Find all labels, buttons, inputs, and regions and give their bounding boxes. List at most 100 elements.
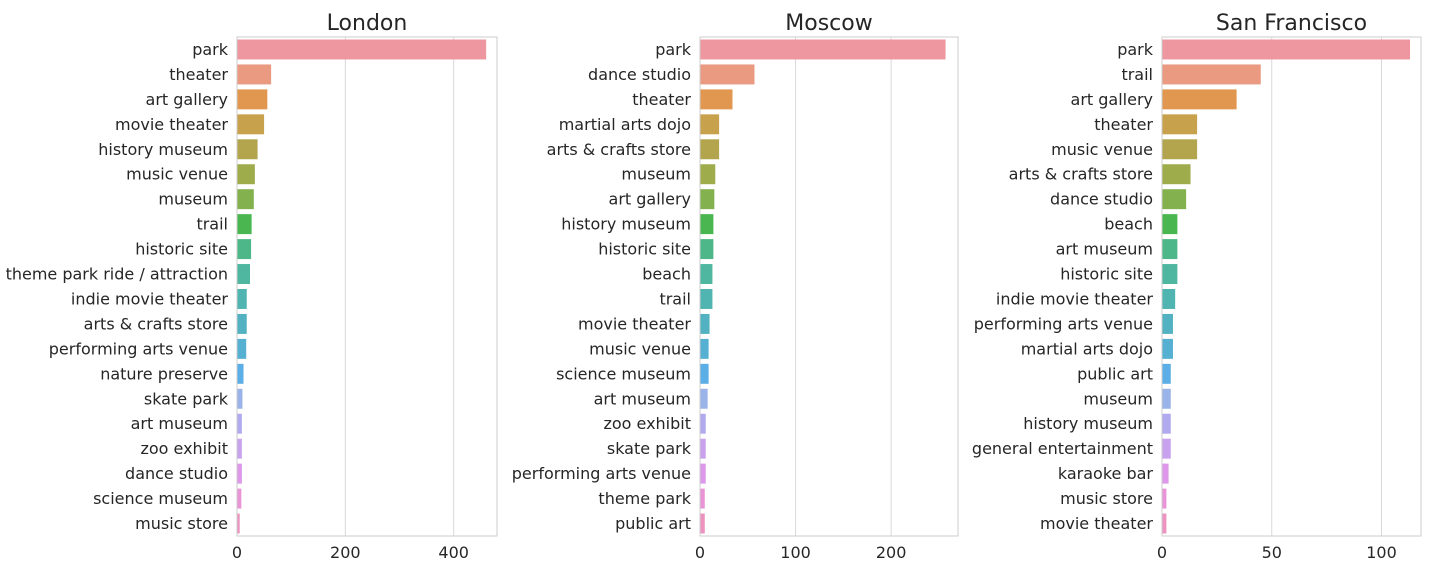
bar [237, 189, 254, 210]
category-label: museum [621, 165, 691, 184]
bar [1162, 288, 1176, 309]
bar [237, 413, 242, 434]
bar [700, 313, 710, 334]
category-label: trail [1121, 65, 1153, 84]
bar [700, 39, 946, 60]
category-label: indie movie theater [71, 289, 229, 308]
bar [700, 239, 714, 260]
category-label: history museum [98, 140, 228, 159]
bar [700, 363, 709, 384]
bar [1162, 388, 1171, 409]
bar [237, 463, 242, 484]
category-label: arts & crafts store [1009, 165, 1153, 184]
category-label: movie theater [578, 314, 691, 333]
category-label: trail [196, 215, 228, 234]
category-label: music store [1060, 489, 1153, 508]
category-label: skate park [607, 439, 692, 458]
bar [700, 189, 715, 210]
bar [1162, 89, 1237, 110]
category-label: history museum [1023, 414, 1153, 433]
category-label: music venue [589, 339, 691, 358]
bar [237, 89, 268, 110]
bar [700, 64, 755, 85]
category-label: music venue [1051, 140, 1153, 159]
bar [1162, 264, 1178, 285]
bar [700, 214, 714, 235]
bar [700, 413, 706, 434]
category-label: music venue [126, 165, 228, 184]
category-label: karaoke bar [1058, 464, 1154, 483]
category-label: zoo exhibit [603, 414, 691, 433]
x-tick-label: 100 [780, 543, 811, 562]
chart-title: London [327, 11, 408, 36]
x-tick-label: 200 [876, 543, 907, 562]
x-tick-label: 100 [1366, 543, 1397, 562]
category-label: music store [135, 514, 228, 533]
category-label: zoo exhibit [140, 439, 228, 458]
x-tick-label: 0 [1157, 543, 1167, 562]
chart-panel-0: park theater art gallery movie theater histo… [6, 11, 498, 562]
category-label: nature preserve [100, 364, 228, 383]
category-label: art gallery [146, 90, 228, 109]
bar [1162, 64, 1261, 85]
category-label: movie theater [115, 115, 228, 134]
category-label: theme park ride / attraction [6, 265, 228, 284]
bar [237, 214, 252, 235]
bar [1162, 164, 1191, 185]
bar [1162, 114, 1198, 135]
bar [1162, 463, 1169, 484]
bar [700, 338, 709, 359]
bar [1162, 488, 1167, 509]
category-label: museum [158, 190, 228, 209]
bar [1162, 338, 1173, 359]
category-label: public art [1077, 364, 1153, 383]
bar [237, 488, 242, 509]
bar [1162, 214, 1178, 235]
x-tick-label: 50 [1262, 543, 1282, 562]
bar [237, 114, 265, 135]
bar [1162, 438, 1171, 459]
category-label: trail [659, 289, 691, 308]
category-label: park [192, 40, 229, 59]
category-label: arts & crafts store [84, 314, 228, 333]
bar [700, 288, 713, 309]
bar [700, 488, 705, 509]
category-label: theater [169, 65, 228, 84]
bar [237, 363, 244, 384]
category-label: art gallery [1071, 90, 1153, 109]
bar [1162, 189, 1187, 210]
category-label: park [1117, 40, 1154, 59]
bar [700, 139, 720, 160]
bar [237, 239, 252, 260]
category-label: art museum [594, 389, 691, 408]
chart-title: San Francisco [1216, 11, 1367, 36]
category-label: indie movie theater [996, 289, 1154, 308]
category-label: historic site [1060, 265, 1153, 284]
bar [237, 139, 258, 160]
plot-frame [699, 36, 959, 537]
plot-frame [236, 36, 498, 537]
category-label: movie theater [1040, 514, 1153, 533]
category-label: historic site [135, 240, 228, 259]
category-label: park [655, 40, 692, 59]
bar [1162, 413, 1171, 434]
bar [237, 388, 243, 409]
category-label: beach [642, 265, 691, 284]
bar [1162, 39, 1411, 60]
category-label: art museum [1056, 240, 1153, 259]
chart-panel-1: park dance studio theater martial arts dojo… [512, 11, 959, 562]
category-label: performing arts venue [974, 314, 1153, 333]
bar [700, 264, 713, 285]
bar [1162, 239, 1178, 260]
category-label: art gallery [609, 190, 691, 209]
bar [700, 513, 705, 534]
category-label: theater [632, 90, 691, 109]
category-label: historic site [598, 240, 691, 259]
bar [237, 288, 247, 309]
bar [237, 513, 240, 534]
category-label: art museum [131, 414, 228, 433]
bar [237, 164, 255, 185]
category-label: general entertainment [972, 439, 1153, 458]
bar [700, 89, 733, 110]
